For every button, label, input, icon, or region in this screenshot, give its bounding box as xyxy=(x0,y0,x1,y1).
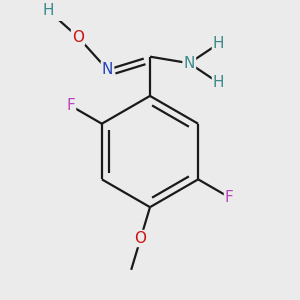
Text: F: F xyxy=(225,190,234,205)
Text: O: O xyxy=(72,29,84,44)
Text: F: F xyxy=(66,98,75,113)
Text: O: O xyxy=(135,231,147,246)
Text: H: H xyxy=(213,75,224,90)
Text: H: H xyxy=(43,3,54,18)
Text: N: N xyxy=(184,56,195,71)
Text: N: N xyxy=(102,62,113,77)
Text: H: H xyxy=(213,36,224,51)
